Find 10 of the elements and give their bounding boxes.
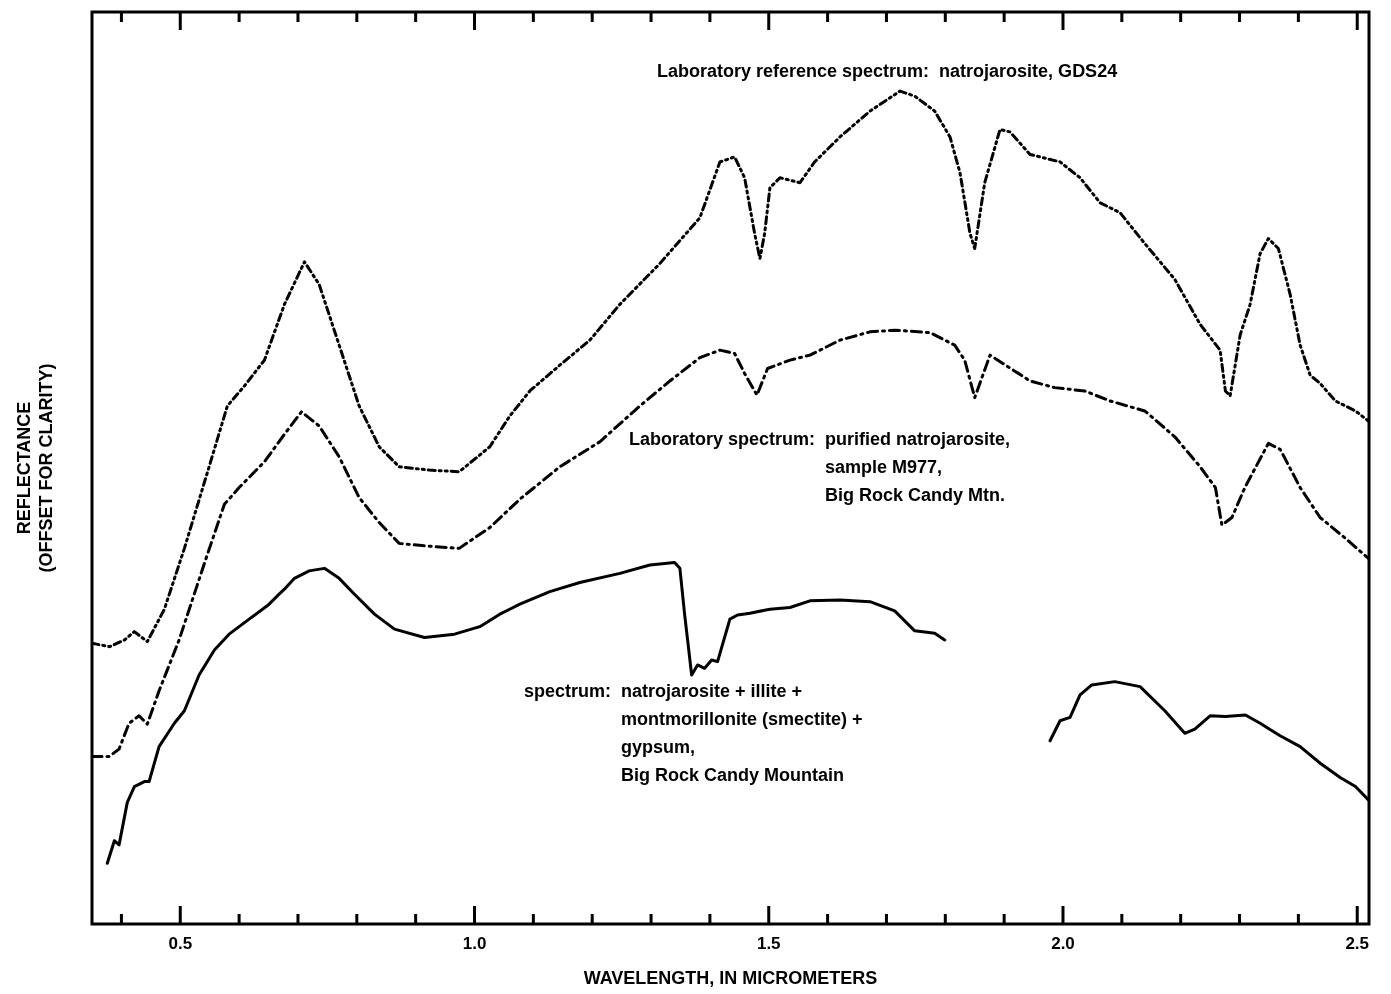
x-tick-label: 0.5 bbox=[168, 933, 193, 953]
y-axis-title: REFLECTANCE (OFFSET FOR CLARITY) bbox=[13, 363, 56, 573]
x-tick-label: 1.0 bbox=[462, 933, 487, 953]
x-tick-label: 2.5 bbox=[1345, 933, 1370, 953]
annotation: spectrum: natrojarosite + illite + montmorillonite (smectite) + gypsum, Big Rock Candy Mountain bbox=[523, 680, 863, 785]
annotation: Laboratory spectrum: purified natrojarosite, sample M977, Big Rock Candy Mtn. bbox=[629, 428, 1011, 505]
text: Laboratory reference spectrum: natrojarosite, GDS24 bbox=[657, 60, 1118, 81]
x-tick-label: 1.5 bbox=[756, 933, 781, 953]
x-axis-title: WAVELENGTH, IN MICROMETERS bbox=[583, 968, 878, 989]
x-tick-label: 2.0 bbox=[1051, 933, 1075, 953]
